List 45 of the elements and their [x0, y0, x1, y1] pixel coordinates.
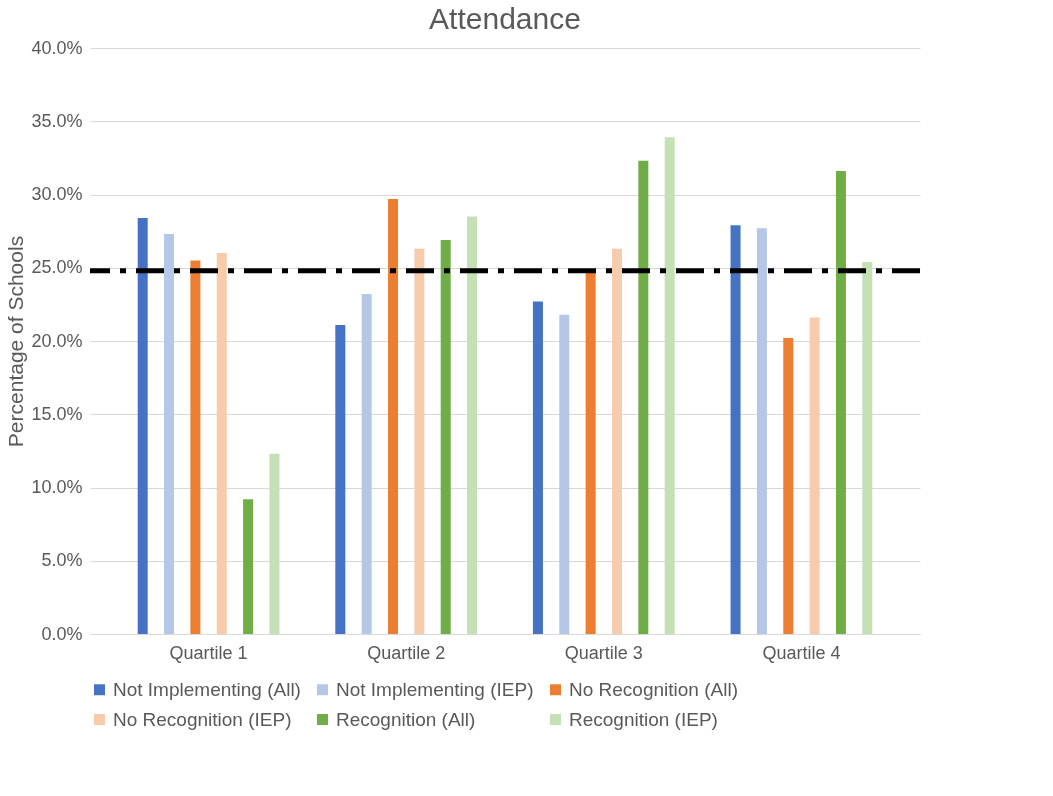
bar [440, 239, 451, 634]
y-tick-label: 15.0% [31, 403, 83, 424]
y-tick-label: 0.0% [41, 623, 83, 644]
y-tick-label: 5.0% [41, 550, 83, 571]
x-tick-label: Quartile 3 [564, 642, 643, 663]
y-tick-label: 35.0% [31, 110, 83, 131]
x-tick-label: Quartile 1 [169, 642, 248, 663]
bar [269, 453, 280, 634]
bar [361, 294, 372, 634]
bar [243, 499, 254, 634]
legend-label: No Recognition (IEP) [113, 708, 292, 730]
legend-label: Recognition (All) [336, 708, 476, 730]
bar [611, 248, 622, 634]
bar [467, 216, 478, 634]
bar [638, 160, 649, 634]
y-tick-label: 10.0% [31, 477, 83, 497]
bar [164, 234, 175, 634]
y-tick-label: 25.0% [31, 257, 83, 278]
bar [862, 261, 873, 634]
bar [664, 137, 675, 634]
bar [585, 270, 596, 634]
bar [335, 324, 346, 634]
y-tick-label: 40.0% [31, 37, 83, 58]
bar [730, 225, 741, 634]
legend-label: No Recognition (All) [569, 678, 738, 700]
y-tick-label: 30.0% [31, 184, 83, 204]
bar [414, 248, 425, 634]
legend-label: Recognition (IEP) [569, 708, 718, 730]
chart-title: Attendance [429, 2, 581, 35]
bar [756, 228, 767, 634]
bar [137, 217, 148, 634]
bar [216, 253, 227, 634]
x-tick-label: Quartile 4 [762, 642, 841, 663]
bar [835, 171, 846, 634]
bar [559, 314, 570, 634]
y-axis-title: Percentage of Schools [4, 235, 28, 448]
x-tick-label: Quartile 2 [367, 642, 446, 663]
bar [388, 198, 399, 634]
legend-label: Not Implementing (IEP) [336, 678, 534, 700]
bar [783, 338, 794, 634]
bar [190, 260, 201, 634]
y-tick-label: 20.0% [31, 330, 83, 351]
bar [532, 301, 543, 634]
bar [809, 317, 820, 634]
legend-label: Not Implementing (All) [113, 678, 301, 700]
